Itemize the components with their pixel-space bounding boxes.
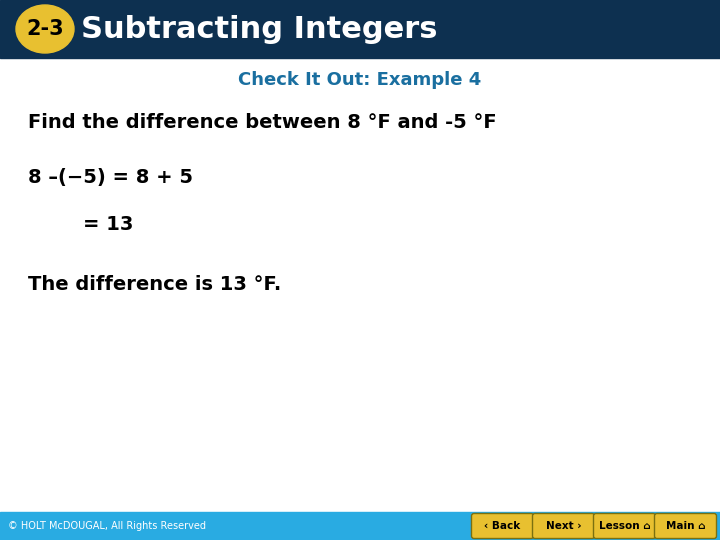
Text: ‹ Back: ‹ Back: [485, 521, 521, 531]
Text: 8 –(−5) = 8 + 5: 8 –(−5) = 8 + 5: [28, 167, 193, 186]
Text: The difference is 13 °F.: The difference is 13 °F.: [28, 275, 282, 294]
FancyBboxPatch shape: [654, 514, 716, 538]
Bar: [0, 512, 720, 540]
Text: = 13: = 13: [83, 215, 133, 234]
Ellipse shape: [16, 5, 74, 53]
FancyBboxPatch shape: [472, 514, 534, 538]
Bar: [0, 0, 720, 58]
Text: Lesson ⌂: Lesson ⌂: [599, 521, 650, 531]
FancyBboxPatch shape: [533, 514, 595, 538]
Text: Subtracting Integers: Subtracting Integers: [81, 15, 438, 44]
Text: © HOLT McDOUGAL, All Rights Reserved: © HOLT McDOUGAL, All Rights Reserved: [8, 521, 206, 531]
FancyBboxPatch shape: [593, 514, 655, 538]
Text: Check It Out: Example 4: Check It Out: Example 4: [238, 71, 482, 89]
Text: Find the difference between 8 °F and -5 °F: Find the difference between 8 °F and -5 …: [28, 112, 497, 132]
Text: Main ⌂: Main ⌂: [666, 521, 706, 531]
Text: Next ›: Next ›: [546, 521, 581, 531]
Text: 2-3: 2-3: [26, 19, 64, 39]
